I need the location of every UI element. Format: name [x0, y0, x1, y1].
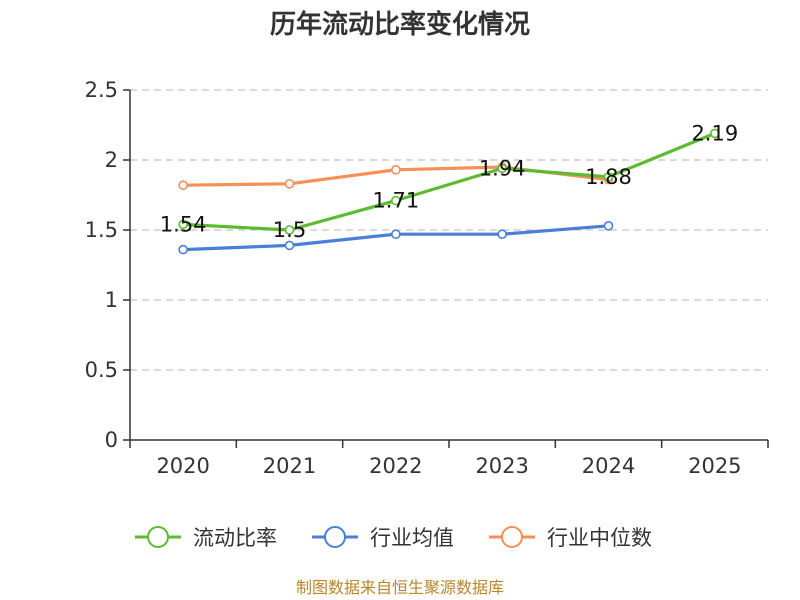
data-point-series-1: [603, 172, 614, 182]
legend-marker-icon: [324, 526, 346, 548]
data-label: 1.71: [372, 189, 419, 213]
y-tick-label: 2.5: [85, 78, 118, 102]
legend: 流动比率 行业均值 行业中位数: [135, 526, 652, 550]
x-tick-label: 2022: [369, 454, 422, 478]
data-label: 1.88: [585, 165, 632, 189]
data-point-series-2: [284, 240, 295, 251]
y-tick-label: 1.5: [85, 218, 118, 242]
data-point-series-3: [284, 179, 295, 189]
y-tick-label: 1: [105, 288, 118, 312]
data-point-series-1: [284, 225, 295, 235]
data-point-series-1: [497, 163, 507, 174]
legend-label: 行业均值: [370, 526, 454, 550]
data-point-series-2: [603, 221, 614, 231]
grid-lines: [130, 89, 768, 371]
data-point-series-2: [178, 244, 188, 255]
data-label: 1.94: [479, 156, 526, 180]
y-tick-label: 0.5: [85, 358, 118, 382]
x-tick-label: 2025: [688, 454, 741, 478]
data-label: 1.54: [160, 212, 207, 236]
legend-label: 流动比率: [193, 526, 277, 550]
data-point-series-3: [178, 180, 188, 190]
y-tick-label: 0: [105, 428, 118, 452]
footer-source: 制图数据来自恒生聚源数据库: [296, 578, 504, 597]
y-tick-label: 2: [105, 148, 118, 172]
data-point-series-2: [497, 229, 507, 239]
axes: 0 0.5 1 1.5 2 2.5 2020 2021 2022 2023 2024 2025: [85, 78, 769, 478]
data-labels: 1.54 1.5 1.71 1.94 1.88 2.19: [160, 121, 738, 242]
data-point-series-2: [391, 229, 401, 239]
data-point-series-1: [710, 128, 720, 139]
x-tick-label: 2024: [582, 454, 635, 478]
legend-marker-icon: [501, 526, 523, 548]
data-label: 1.5: [273, 218, 306, 242]
data-point-series-1: [391, 195, 401, 206]
x-tick-label: 2020: [156, 454, 209, 478]
data-point-series-1: [178, 219, 188, 230]
data-label: 2.19: [691, 121, 738, 145]
series-layer: [178, 128, 720, 255]
legend-label: 行业中位数: [547, 526, 652, 550]
data-point-series-3: [391, 165, 401, 175]
legend-marker-icon: [147, 526, 169, 548]
chart-title: 历年流动比率变化情况: [270, 9, 530, 40]
x-tick-label: 2023: [475, 454, 528, 478]
series-line-1: [183, 131, 716, 232]
x-tick-label: 2021: [263, 454, 316, 478]
